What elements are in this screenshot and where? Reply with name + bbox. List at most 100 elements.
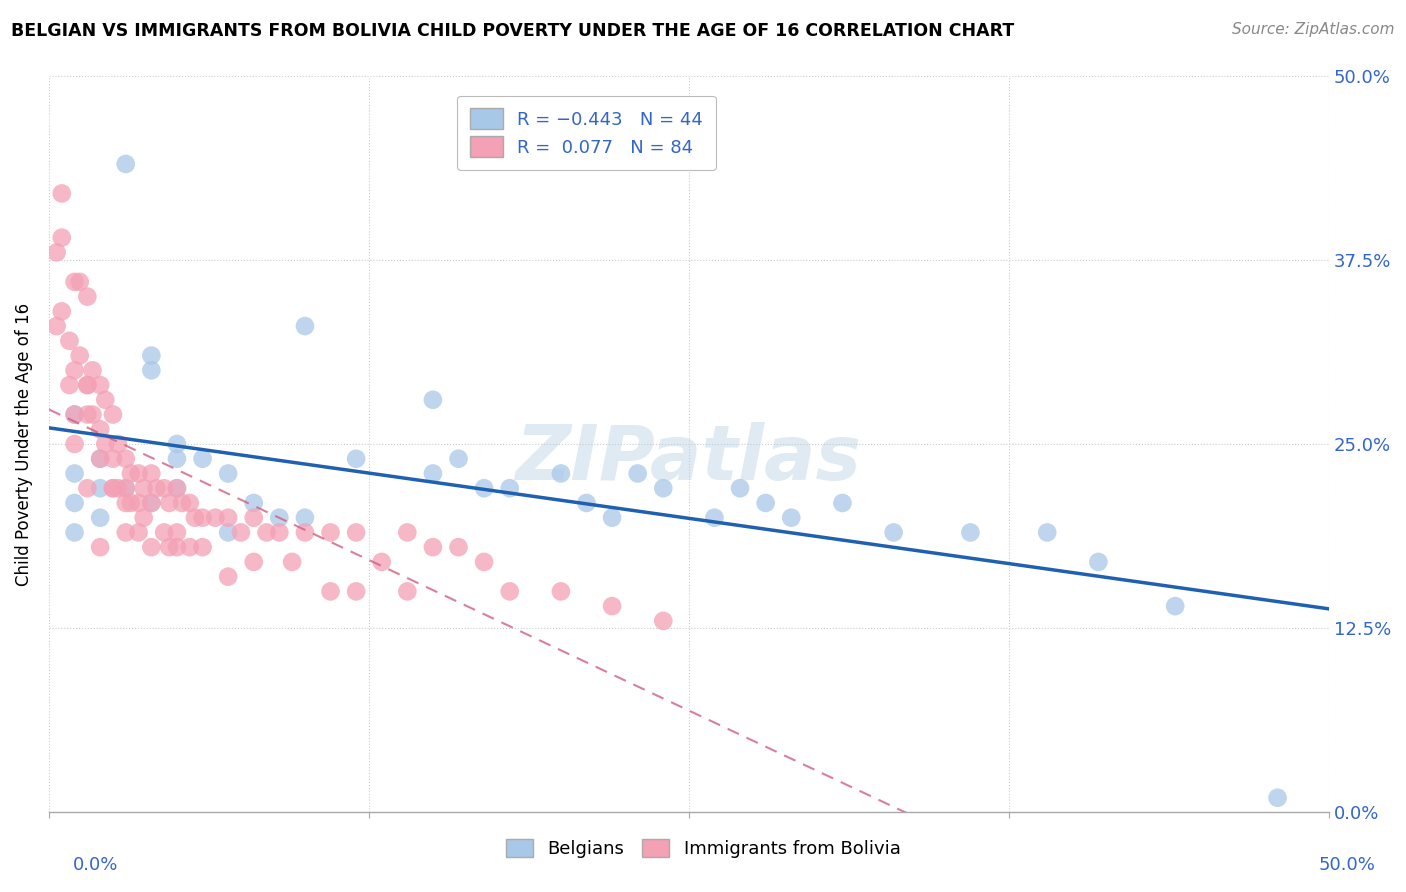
Point bbox=[101, 451, 124, 466]
Point bbox=[63, 363, 86, 377]
Text: 0.0%: 0.0% bbox=[73, 855, 118, 873]
Point bbox=[370, 555, 392, 569]
Point bbox=[728, 481, 751, 495]
Point bbox=[63, 437, 86, 451]
Point bbox=[63, 525, 86, 540]
Point bbox=[58, 378, 80, 392]
Point bbox=[319, 584, 342, 599]
Point bbox=[166, 481, 188, 495]
Point bbox=[145, 481, 167, 495]
Point bbox=[1267, 790, 1289, 805]
Point bbox=[89, 451, 111, 466]
Point bbox=[114, 157, 136, 171]
Point bbox=[959, 525, 981, 540]
Point bbox=[242, 555, 264, 569]
Point bbox=[294, 319, 316, 334]
Point bbox=[94, 392, 117, 407]
Point bbox=[1036, 525, 1059, 540]
Point bbox=[242, 496, 264, 510]
Point bbox=[184, 510, 207, 524]
Point bbox=[114, 496, 136, 510]
Point bbox=[114, 525, 136, 540]
Point bbox=[76, 378, 98, 392]
Point bbox=[319, 525, 342, 540]
Legend: Belgians, Immigrants from Bolivia: Belgians, Immigrants from Bolivia bbox=[496, 830, 910, 867]
Point bbox=[141, 363, 163, 377]
Point bbox=[269, 525, 291, 540]
Point bbox=[107, 437, 129, 451]
Point bbox=[396, 525, 419, 540]
Point bbox=[76, 408, 98, 422]
Point bbox=[114, 451, 136, 466]
Point bbox=[128, 496, 150, 510]
Point bbox=[652, 614, 675, 628]
Point bbox=[107, 481, 129, 495]
Point bbox=[114, 481, 136, 495]
Point bbox=[51, 304, 73, 318]
Point bbox=[191, 540, 214, 554]
Point bbox=[101, 481, 124, 495]
Point bbox=[63, 467, 86, 481]
Point bbox=[89, 481, 111, 495]
Point bbox=[141, 496, 163, 510]
Point bbox=[76, 290, 98, 304]
Point bbox=[447, 451, 470, 466]
Point bbox=[344, 525, 367, 540]
Point bbox=[166, 451, 188, 466]
Point bbox=[217, 569, 239, 583]
Point bbox=[242, 510, 264, 524]
Point bbox=[344, 451, 367, 466]
Point bbox=[191, 510, 214, 524]
Point bbox=[120, 496, 142, 510]
Point bbox=[344, 584, 367, 599]
Point bbox=[550, 467, 572, 481]
Point bbox=[229, 525, 252, 540]
Point bbox=[51, 230, 73, 244]
Point bbox=[89, 422, 111, 436]
Point bbox=[627, 467, 650, 481]
Text: ZIPatlas: ZIPatlas bbox=[516, 422, 862, 496]
Point bbox=[51, 186, 73, 201]
Point bbox=[120, 467, 142, 481]
Text: 50.0%: 50.0% bbox=[1319, 855, 1375, 873]
Point bbox=[94, 437, 117, 451]
Point bbox=[831, 496, 853, 510]
Point bbox=[128, 467, 150, 481]
Point bbox=[1087, 555, 1109, 569]
Point bbox=[166, 481, 188, 495]
Point bbox=[294, 510, 316, 524]
Point bbox=[69, 275, 91, 289]
Point bbox=[170, 496, 193, 510]
Point bbox=[179, 496, 201, 510]
Point bbox=[141, 496, 163, 510]
Point bbox=[166, 540, 188, 554]
Point bbox=[63, 408, 86, 422]
Point bbox=[499, 481, 522, 495]
Point bbox=[141, 467, 163, 481]
Point bbox=[157, 540, 180, 554]
Point bbox=[132, 481, 155, 495]
Point bbox=[472, 555, 495, 569]
Point bbox=[217, 510, 239, 524]
Point bbox=[422, 540, 444, 554]
Point bbox=[132, 510, 155, 524]
Point bbox=[69, 349, 91, 363]
Point bbox=[153, 525, 176, 540]
Point bbox=[89, 510, 111, 524]
Legend: R = −0.443   N = 44, R =  0.077   N = 84: R = −0.443 N = 44, R = 0.077 N = 84 bbox=[457, 95, 716, 169]
Point bbox=[755, 496, 778, 510]
Point bbox=[179, 540, 201, 554]
Point bbox=[101, 481, 124, 495]
Point bbox=[281, 555, 304, 569]
Point bbox=[217, 467, 239, 481]
Point bbox=[82, 408, 104, 422]
Point bbox=[447, 540, 470, 554]
Point bbox=[101, 408, 124, 422]
Point bbox=[191, 451, 214, 466]
Point bbox=[166, 437, 188, 451]
Point bbox=[652, 481, 675, 495]
Point bbox=[1164, 599, 1187, 614]
Point bbox=[883, 525, 905, 540]
Point bbox=[422, 467, 444, 481]
Point bbox=[575, 496, 598, 510]
